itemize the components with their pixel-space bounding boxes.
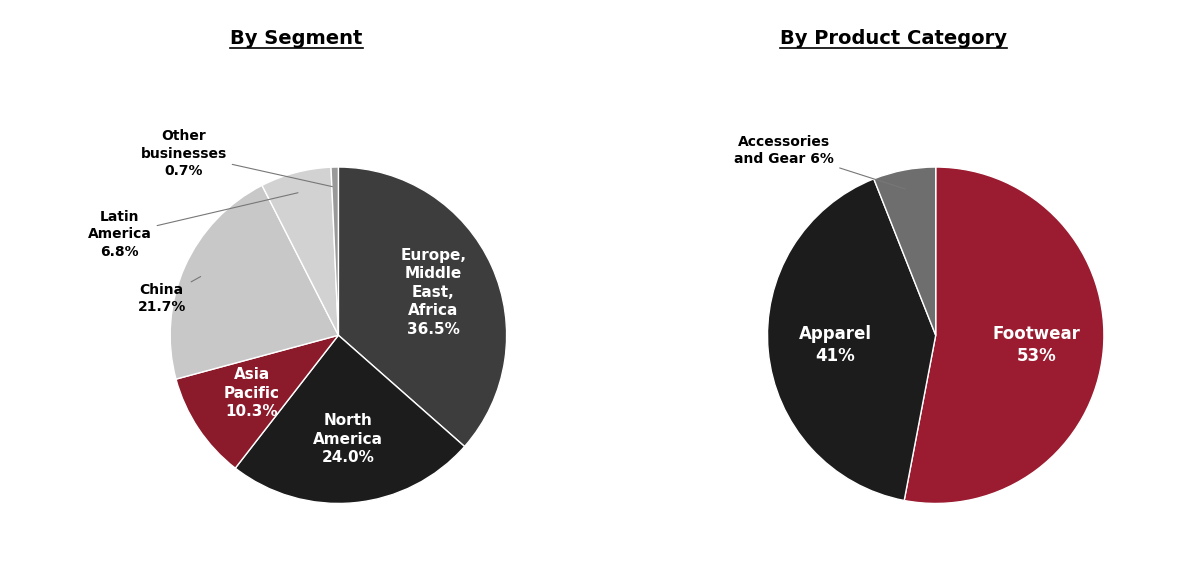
Wedge shape xyxy=(873,167,935,335)
Text: Europe,
Middle
East,
Africa
36.5%: Europe, Middle East, Africa 36.5% xyxy=(401,248,466,337)
Title: By Segment: By Segment xyxy=(230,29,363,48)
Wedge shape xyxy=(338,167,507,447)
Wedge shape xyxy=(768,179,935,500)
Wedge shape xyxy=(262,167,338,335)
Text: North
America
24.0%: North America 24.0% xyxy=(313,413,383,465)
Title: By Product Category: By Product Category xyxy=(781,29,1007,48)
Text: Footwear
53%: Footwear 53% xyxy=(992,325,1081,365)
Text: China
21.7%: China 21.7% xyxy=(138,276,201,314)
Wedge shape xyxy=(331,167,338,335)
Wedge shape xyxy=(904,167,1104,504)
Wedge shape xyxy=(170,185,338,379)
Text: Apparel
41%: Apparel 41% xyxy=(798,325,872,365)
Wedge shape xyxy=(176,335,338,468)
Text: Asia
Pacific
10.3%: Asia Pacific 10.3% xyxy=(224,367,280,419)
Text: Other
businesses
0.7%: Other businesses 0.7% xyxy=(140,129,332,186)
Text: Accessories
and Gear 6%: Accessories and Gear 6% xyxy=(734,134,906,189)
Wedge shape xyxy=(236,335,464,504)
Text: Latin
America
6.8%: Latin America 6.8% xyxy=(88,193,298,258)
